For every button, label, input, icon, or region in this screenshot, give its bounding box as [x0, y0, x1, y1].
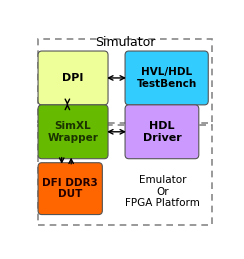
FancyBboxPatch shape	[38, 105, 108, 159]
Text: Simulator: Simulator	[95, 35, 155, 48]
Text: HVL/HDL
TestBench: HVL/HDL TestBench	[137, 67, 197, 89]
FancyBboxPatch shape	[38, 163, 102, 214]
Text: SimXL
Wrapper: SimXL Wrapper	[48, 121, 99, 143]
FancyBboxPatch shape	[125, 105, 199, 159]
Text: DPI: DPI	[62, 73, 84, 83]
FancyBboxPatch shape	[38, 51, 108, 105]
Text: DFI DDR3
DUT: DFI DDR3 DUT	[42, 178, 98, 199]
Text: Emulator
Or
FPGA Platform: Emulator Or FPGA Platform	[125, 175, 200, 208]
FancyBboxPatch shape	[125, 51, 208, 105]
Text: HDL
Driver: HDL Driver	[142, 121, 181, 143]
